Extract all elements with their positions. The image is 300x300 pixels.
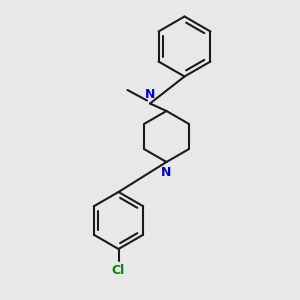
Text: Cl: Cl [112, 264, 125, 277]
Text: N: N [145, 88, 155, 100]
Text: N: N [161, 167, 172, 179]
